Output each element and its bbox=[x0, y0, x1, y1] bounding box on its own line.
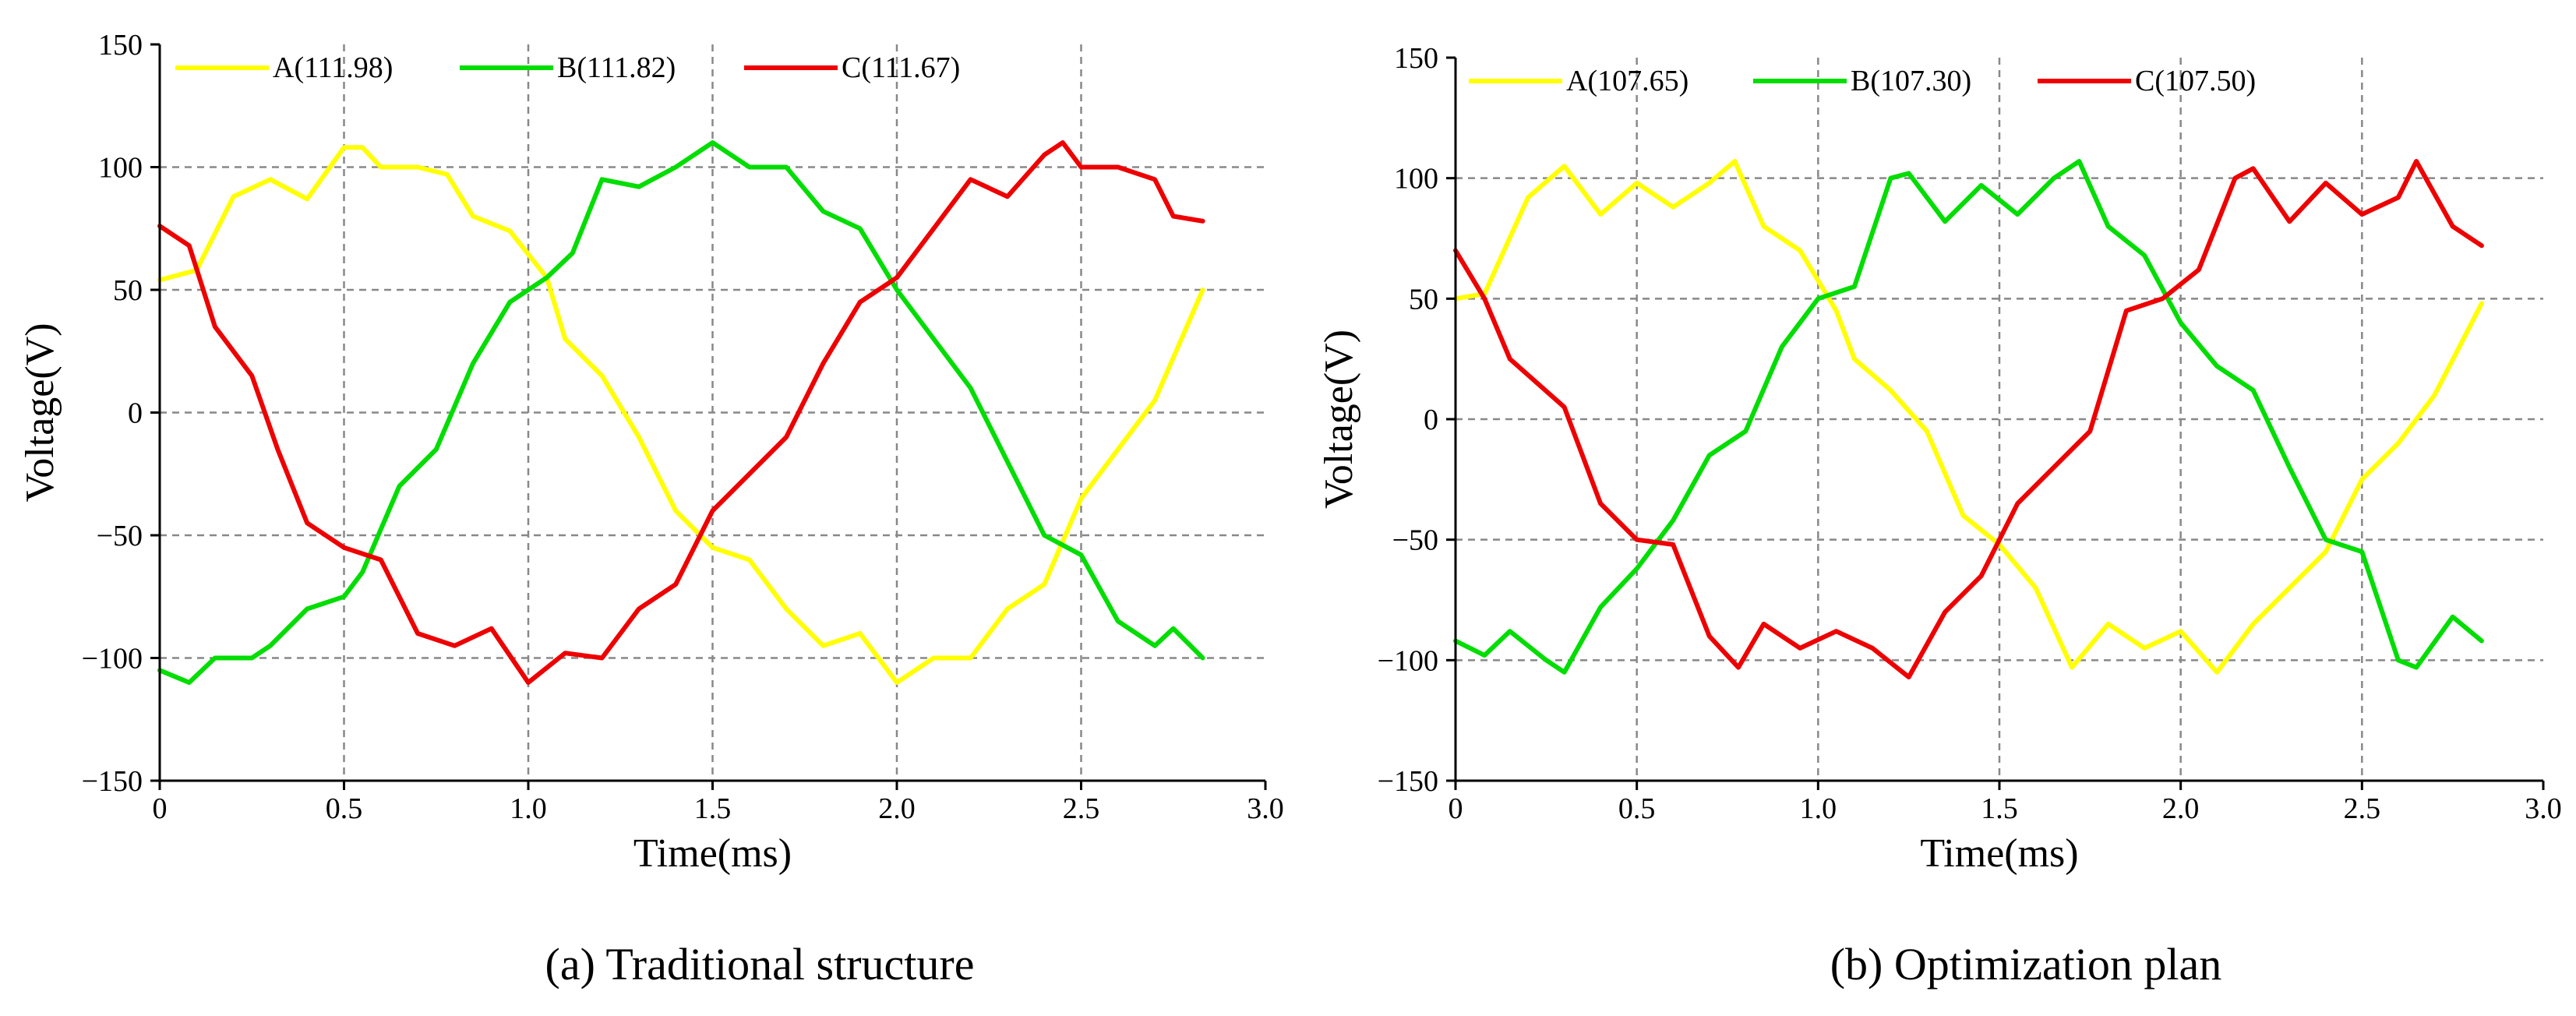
chart-1-xtick-label-6: 3.0 bbox=[2525, 792, 2562, 825]
chart-1-xtick-label-0: 0 bbox=[1449, 792, 1463, 825]
chart-1-series-c-line bbox=[1453, 159, 2484, 679]
chart-0-legend-label-b: B(111.82) bbox=[557, 51, 676, 84]
chart-0-xtick-label-2: 1.0 bbox=[510, 792, 547, 825]
chart-0-ytick-label-0: −150 bbox=[82, 765, 143, 798]
chart-1-series-b-line bbox=[1453, 159, 2484, 675]
chart-1-ytick-label-3: 0 bbox=[1424, 404, 1438, 436]
chart-1-xtick-label-3: 1.5 bbox=[1981, 792, 2018, 825]
chart-1-ytick-label-0: −150 bbox=[1378, 765, 1438, 798]
chart-0-series-c-line bbox=[157, 140, 1205, 685]
chart-0-series-b-line bbox=[157, 140, 1205, 685]
chart-1-series-a-line bbox=[1453, 159, 2484, 675]
chart-panel-b: 0 0.5 1.0 1.5 2.0 2.5 3.0 −150 −100 −50 0 50 100 150 T… bbox=[1317, 42, 2562, 990]
chart-1-ytick-label-5: 100 bbox=[1394, 163, 1438, 196]
chart-0-xtick-label-6: 3.0 bbox=[1247, 792, 1284, 825]
chart-0-xtick-label-4: 2.0 bbox=[878, 792, 916, 825]
chart-0-legend-label-c: C(111.67) bbox=[842, 51, 960, 84]
chart-0-ytick-label-2: −50 bbox=[97, 520, 143, 552]
chart-1-caption: (b) Optimization plan bbox=[1830, 939, 2222, 990]
chart-1-xlabel: Time(ms) bbox=[1920, 831, 2078, 876]
chart-1-ytick-label-1: −100 bbox=[1378, 644, 1438, 677]
chart-0-ytick-label-5: 100 bbox=[98, 152, 143, 185]
chart-0-caption: (a) Traditional structure bbox=[545, 939, 975, 990]
chart-1-legend-label-b: B(107.30) bbox=[1851, 65, 1971, 97]
chart-0-xtick-label-1: 0.5 bbox=[326, 792, 363, 825]
chart-1-ytick-label-6: 150 bbox=[1394, 42, 1438, 75]
chart-1-ylabel: Voltage(V) bbox=[1317, 330, 1361, 509]
chart-1-ytick-label-2: −50 bbox=[1392, 524, 1438, 557]
chart-0-series-a-line bbox=[157, 145, 1205, 685]
chart-1-xtick-label-5: 2.5 bbox=[2344, 792, 2381, 825]
chart-0-ytick-label-4: 50 bbox=[113, 274, 143, 307]
chart-0-ytick-label-3: 0 bbox=[128, 397, 143, 430]
chart-0-xtick-label-3: 1.5 bbox=[694, 792, 732, 825]
chart-1-xtick-label-4: 2.0 bbox=[2162, 792, 2200, 825]
chart-1-legend-label-c: C(107.50) bbox=[2135, 65, 2256, 97]
chart-1-xtick-label-2: 1.0 bbox=[1800, 792, 1837, 825]
chart-0-ytick-label-6: 150 bbox=[98, 29, 143, 62]
chart-0-xlabel: Time(ms) bbox=[633, 831, 792, 876]
chart-0-legend-label-a: A(111.98) bbox=[273, 51, 393, 84]
chart-0-ylabel: Voltage(V) bbox=[18, 323, 62, 502]
chart-panel-a: 0 0.5 1.0 1.5 2.0 2.5 3.0 −150 −100 −50 0 50 100 150 T… bbox=[18, 29, 1284, 990]
chart-1-legend-label-a: A(107.65) bbox=[1566, 65, 1689, 97]
chart-0-xtick-label-5: 2.5 bbox=[1063, 792, 1100, 825]
chart-0-ytick-label-1: −100 bbox=[82, 643, 143, 676]
chart-1-ytick-label-4: 50 bbox=[1409, 283, 1438, 316]
chart-1-xtick-label-1: 0.5 bbox=[1618, 792, 1656, 825]
chart-0-xtick-label-0: 0 bbox=[153, 792, 168, 825]
